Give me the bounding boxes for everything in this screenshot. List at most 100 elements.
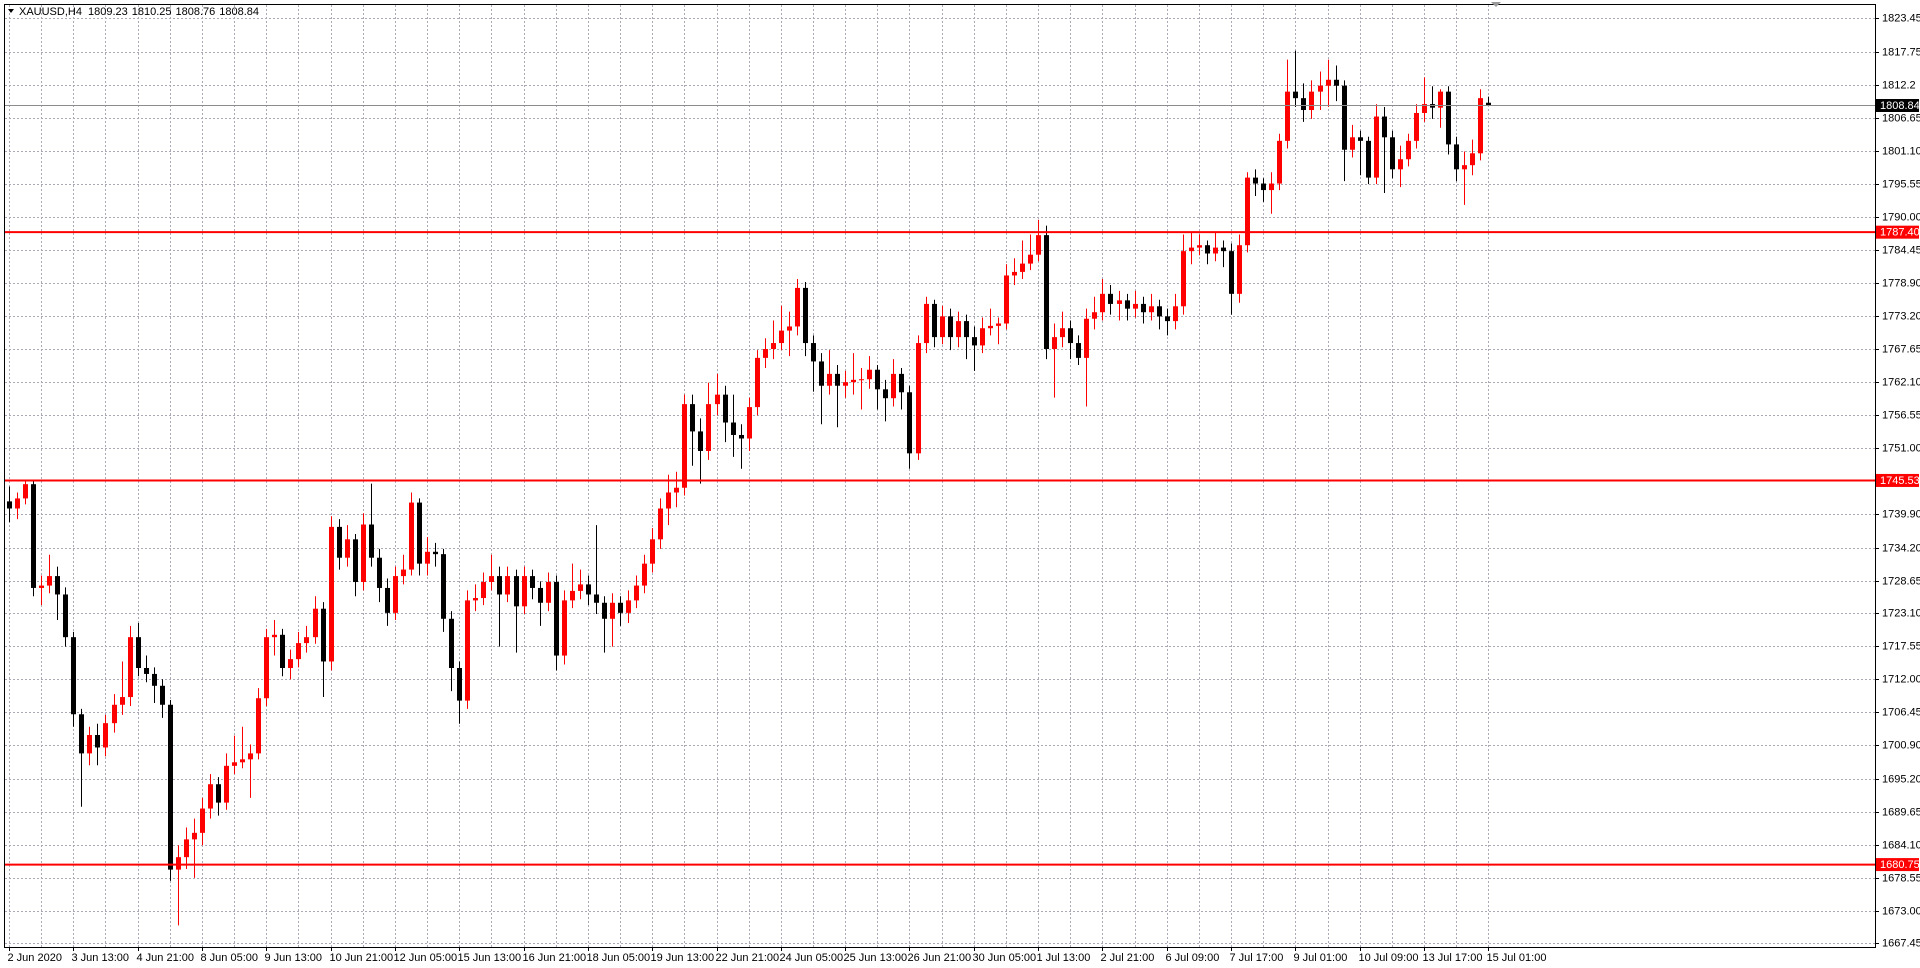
- candle-body: [642, 563, 647, 586]
- candle-body: [240, 759, 245, 763]
- candle-body: [514, 576, 519, 607]
- overlays: 1787.40 1745.53 1680.75 1808.84: [5, 99, 1920, 872]
- candle-body: [522, 576, 527, 607]
- candle-body: [39, 585, 44, 588]
- candle-body: [570, 590, 575, 601]
- x-tick-label: 22 Jun 21:00: [716, 952, 780, 964]
- candle-body: [1068, 328, 1073, 344]
- candle-body: [674, 487, 679, 493]
- candle-body: [859, 379, 864, 381]
- candle-body: [1358, 137, 1363, 141]
- candle-body: [1004, 275, 1009, 324]
- candle-body: [112, 704, 117, 724]
- candle-body: [594, 594, 599, 603]
- candle-body: [891, 373, 896, 399]
- low: 1808.76: [176, 6, 216, 18]
- level-label-box: [1876, 225, 1919, 239]
- x-tick-label: 10 Jul 09:00: [1359, 952, 1419, 964]
- candle-body: [1044, 235, 1049, 349]
- candle-body: [304, 637, 309, 644]
- plot-frame: [4, 4, 1876, 948]
- candle-body: [321, 608, 326, 662]
- candle-body: [1382, 116, 1387, 138]
- candle-body: [449, 618, 454, 669]
- candle-body: [723, 394, 728, 423]
- candle-body: [216, 784, 221, 803]
- candle-body: [55, 576, 60, 595]
- x-tick-label: 7 Jul 17:00: [1230, 952, 1284, 964]
- candle-body: [1036, 235, 1041, 255]
- candle-body: [152, 673, 157, 686]
- x-tick-label: 6 Jul 09:00: [1166, 952, 1220, 964]
- candle-body: [401, 569, 406, 577]
- x-tick-label: 19 Jun 13:00: [651, 952, 715, 964]
- level-label: 1745.53: [1880, 475, 1920, 487]
- candle-body: [626, 600, 631, 613]
- candle-body: [1374, 116, 1379, 178]
- candle-body: [731, 422, 736, 435]
- candle-body: [208, 784, 213, 809]
- candle-body: [1326, 79, 1331, 86]
- candle-body: [120, 697, 125, 705]
- candle-body: [916, 343, 921, 454]
- candle-body: [578, 584, 583, 591]
- candle-body: [1438, 91, 1443, 108]
- candle-body: [1293, 91, 1298, 99]
- candle-body: [1301, 98, 1306, 111]
- candle-body: [1020, 263, 1025, 272]
- candle-body: [1108, 293, 1113, 304]
- candle-body: [907, 392, 912, 454]
- y-tick-label: 1678.55: [1882, 872, 1920, 884]
- candle-body: [755, 357, 760, 408]
- price-label: 1808.84: [1880, 100, 1920, 112]
- candle-body: [256, 698, 261, 754]
- candle-body: [353, 539, 358, 583]
- candle-body: [144, 668, 149, 674]
- y-tick-label: 1728.65: [1882, 575, 1920, 587]
- x-tick-label: 8 Jun 05:00: [201, 952, 259, 964]
- candle-body: [481, 582, 486, 599]
- candle-body: [425, 551, 430, 564]
- candle-body: [272, 634, 277, 638]
- candle-body: [787, 326, 792, 331]
- y-tick-label: 1734.20: [1882, 542, 1920, 554]
- candle-body: [433, 551, 438, 555]
- candle-body: [1125, 300, 1130, 309]
- candle-body: [288, 659, 293, 669]
- y-tick-label: 1706.45: [1882, 706, 1920, 718]
- candle-body: [232, 762, 237, 766]
- candle-body: [980, 328, 985, 346]
- candle-body: [996, 323, 1001, 326]
- x-tick-label: 25 Jun 13:00: [844, 952, 908, 964]
- candle-body: [184, 839, 189, 858]
- candle-body: [160, 685, 165, 705]
- x-tick-label: 9 Jun 13:00: [265, 952, 323, 964]
- candle-body: [948, 316, 953, 338]
- candle-body: [1173, 306, 1178, 322]
- candle-body: [610, 602, 615, 619]
- candle-body: [666, 492, 671, 509]
- candle-body: [345, 539, 350, 558]
- candle-body: [1470, 153, 1475, 166]
- candle-body: [843, 382, 848, 386]
- candle-body: [988, 325, 993, 329]
- candle-body: [618, 602, 623, 613]
- candle-body: [176, 857, 181, 870]
- candle-body: [530, 576, 535, 588]
- candle-body: [803, 287, 808, 344]
- candle-body: [1318, 85, 1323, 92]
- candle-body: [819, 361, 824, 386]
- candle-body: [409, 502, 414, 570]
- candle-body: [1334, 79, 1339, 86]
- y-tick-label: 1790.00: [1882, 211, 1920, 223]
- y-tick-label: 1762.10: [1882, 376, 1920, 388]
- candle-body: [1309, 91, 1314, 111]
- y-tick-label: 1756.55: [1882, 409, 1920, 421]
- y-tick-label: 1767.65: [1882, 343, 1920, 355]
- candle-body: [1197, 245, 1202, 248]
- y-tick-label: 1795.55: [1882, 178, 1920, 190]
- y-tick-label: 1684.10: [1882, 839, 1920, 851]
- level-label-box: [1876, 858, 1919, 872]
